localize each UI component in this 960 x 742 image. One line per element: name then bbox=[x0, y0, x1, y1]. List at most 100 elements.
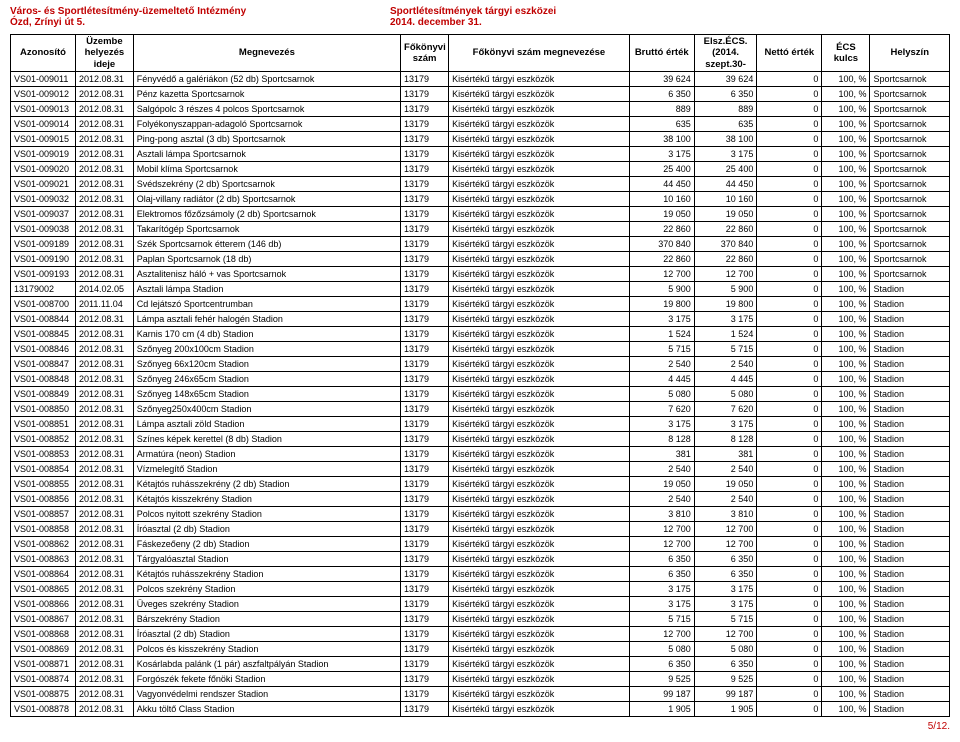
cell-fkmeg: Kisértékű tárgyi eszközök bbox=[449, 702, 630, 717]
cell-ideje: 2012.08.31 bbox=[76, 642, 134, 657]
cell-hely: Stadion bbox=[870, 702, 950, 717]
cell-ideje: 2012.08.31 bbox=[76, 387, 134, 402]
cell-azonosito: VS01-008866 bbox=[11, 597, 76, 612]
page-number: 5/12. bbox=[10, 721, 950, 732]
cell-ideje: 2012.08.31 bbox=[76, 312, 134, 327]
cell-ecs: 100, % bbox=[822, 132, 870, 147]
cell-azonosito: 13179002 bbox=[11, 282, 76, 297]
cell-elsz: 6 350 bbox=[694, 552, 757, 567]
cell-netto: 0 bbox=[757, 597, 822, 612]
cell-fkszam: 13179 bbox=[401, 342, 449, 357]
cell-brutto: 5 900 bbox=[629, 282, 694, 297]
cell-fkszam: 13179 bbox=[401, 702, 449, 717]
cell-netto: 0 bbox=[757, 267, 822, 282]
cell-ideje: 2012.08.31 bbox=[76, 627, 134, 642]
cell-fkszam: 13179 bbox=[401, 657, 449, 672]
cell-megnev: Mobil klíma Sportcsarnok bbox=[133, 162, 400, 177]
cell-ideje: 2012.08.31 bbox=[76, 567, 134, 582]
cell-fkmeg: Kisértékű tárgyi eszközök bbox=[449, 672, 630, 687]
cell-elsz: 22 860 bbox=[694, 252, 757, 267]
cell-ecs: 100, % bbox=[822, 447, 870, 462]
cell-megnev: Polcos szekrény Stadion bbox=[133, 582, 400, 597]
cell-brutto: 8 128 bbox=[629, 432, 694, 447]
cell-hely: Sportcsarnok bbox=[870, 147, 950, 162]
cell-azonosito: VS01-008845 bbox=[11, 327, 76, 342]
cell-megnev: Akku töltő Class Stadion bbox=[133, 702, 400, 717]
cell-netto: 0 bbox=[757, 642, 822, 657]
th-azonosito: Azonosító bbox=[11, 35, 76, 72]
cell-brutto: 9 525 bbox=[629, 672, 694, 687]
cell-ideje: 2012.08.31 bbox=[76, 117, 134, 132]
cell-azonosito: VS01-008852 bbox=[11, 432, 76, 447]
cell-netto: 0 bbox=[757, 612, 822, 627]
cell-hely: Stadion bbox=[870, 327, 950, 342]
th-fkmeg: Főkönyvi szám megnevezése bbox=[449, 35, 630, 72]
cell-netto: 0 bbox=[757, 237, 822, 252]
cell-netto: 0 bbox=[757, 327, 822, 342]
cell-netto: 0 bbox=[757, 177, 822, 192]
table-row: VS01-0090212012.08.31Svédszekrény (2 db)… bbox=[11, 177, 950, 192]
cell-brutto: 3 175 bbox=[629, 417, 694, 432]
cell-fkmeg: Kisértékű tárgyi eszközök bbox=[449, 597, 630, 612]
cell-netto: 0 bbox=[757, 357, 822, 372]
cell-fkszam: 13179 bbox=[401, 222, 449, 237]
cell-ideje: 2012.08.31 bbox=[76, 357, 134, 372]
table-row: VS01-0087002011.11.04Cd lejátszó Sportce… bbox=[11, 297, 950, 312]
cell-megnev: Szőnyeg 148x65cm Stadion bbox=[133, 387, 400, 402]
cell-megnev: Vízmelegítő Stadion bbox=[133, 462, 400, 477]
cell-ecs: 100, % bbox=[822, 597, 870, 612]
cell-brutto: 44 450 bbox=[629, 177, 694, 192]
table-row: VS01-0090132012.08.31Salgópolc 3 részes … bbox=[11, 102, 950, 117]
cell-fkmeg: Kisértékű tárgyi eszközök bbox=[449, 342, 630, 357]
header-right-line1: Sportlétesítmények tárgyi eszközei bbox=[390, 6, 650, 17]
cell-megnev: Szék Sportcsarnok étterem (146 db) bbox=[133, 237, 400, 252]
cell-azonosito: VS01-008878 bbox=[11, 702, 76, 717]
cell-ideje: 2012.08.31 bbox=[76, 402, 134, 417]
cell-hely: Sportcsarnok bbox=[870, 72, 950, 87]
cell-fkszam: 13179 bbox=[401, 597, 449, 612]
cell-ecs: 100, % bbox=[822, 522, 870, 537]
cell-elsz: 6 350 bbox=[694, 567, 757, 582]
cell-brutto: 1 524 bbox=[629, 327, 694, 342]
cell-azonosito: VS01-008857 bbox=[11, 507, 76, 522]
cell-azonosito: VS01-008858 bbox=[11, 522, 76, 537]
cell-fkszam: 13179 bbox=[401, 627, 449, 642]
cell-azonosito: VS01-008846 bbox=[11, 342, 76, 357]
cell-elsz: 370 840 bbox=[694, 237, 757, 252]
cell-brutto: 6 350 bbox=[629, 87, 694, 102]
cell-fkmeg: Kisértékű tárgyi eszközök bbox=[449, 447, 630, 462]
cell-hely: Stadion bbox=[870, 552, 950, 567]
cell-netto: 0 bbox=[757, 492, 822, 507]
table-body: VS01-0090112012.08.31Fényvédő a galériák… bbox=[11, 72, 950, 717]
cell-megnev: Kétajtós ruhásszekrény Stadion bbox=[133, 567, 400, 582]
cell-fkszam: 13179 bbox=[401, 522, 449, 537]
table-row: VS01-0088492012.08.31Szőnyeg 148x65cm St… bbox=[11, 387, 950, 402]
table-row: VS01-0088632012.08.31Tárgyalóasztal Stad… bbox=[11, 552, 950, 567]
cell-ideje: 2012.08.31 bbox=[76, 162, 134, 177]
cell-hely: Sportcsarnok bbox=[870, 222, 950, 237]
cell-netto: 0 bbox=[757, 252, 822, 267]
table-row: VS01-0090152012.08.31Ping-pong asztal (3… bbox=[11, 132, 950, 147]
cell-fkmeg: Kisértékű tárgyi eszközök bbox=[449, 162, 630, 177]
cell-hely: Stadion bbox=[870, 627, 950, 642]
table-row: VS01-0091902012.08.31Paplan Sportcsarnok… bbox=[11, 252, 950, 267]
cell-fkmeg: Kisértékű tárgyi eszközök bbox=[449, 642, 630, 657]
cell-megnev: Bárszekrény Stadion bbox=[133, 612, 400, 627]
cell-hely: Stadion bbox=[870, 282, 950, 297]
cell-hely: Stadion bbox=[870, 522, 950, 537]
cell-azonosito: VS01-008851 bbox=[11, 417, 76, 432]
cell-fkmeg: Kisértékű tárgyi eszközök bbox=[449, 207, 630, 222]
cell-elsz: 381 bbox=[694, 447, 757, 462]
cell-netto: 0 bbox=[757, 222, 822, 237]
cell-brutto: 2 540 bbox=[629, 492, 694, 507]
cell-ideje: 2012.08.31 bbox=[76, 612, 134, 627]
table-row: VS01-0088472012.08.31Szőnyeg 66x120cm St… bbox=[11, 357, 950, 372]
cell-ideje: 2012.08.31 bbox=[76, 492, 134, 507]
table-row: VS01-0088542012.08.31Vízmelegítő Stadion… bbox=[11, 462, 950, 477]
cell-brutto: 5 080 bbox=[629, 642, 694, 657]
cell-fkszam: 13179 bbox=[401, 537, 449, 552]
cell-fkszam: 13179 bbox=[401, 252, 449, 267]
cell-fkmeg: Kisértékű tárgyi eszközök bbox=[449, 132, 630, 147]
cell-ideje: 2012.08.31 bbox=[76, 237, 134, 252]
cell-ecs: 100, % bbox=[822, 507, 870, 522]
